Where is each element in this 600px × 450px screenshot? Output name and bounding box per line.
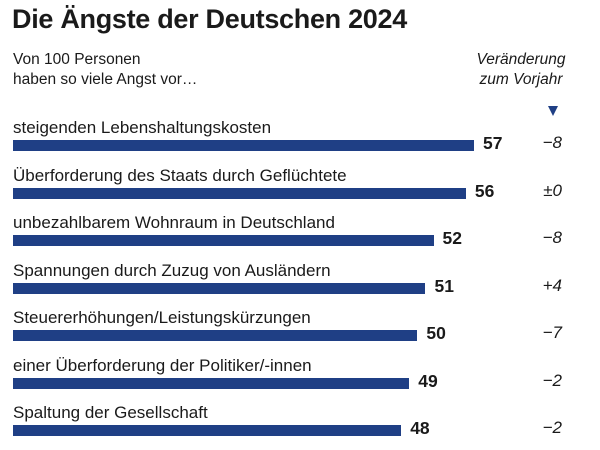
bar — [13, 377, 410, 389]
category-label: Überforderung des Staats durch Geflüchte… — [13, 165, 347, 185]
category-label: unbezahlbarem Wohnraum in Deutschland — [13, 213, 335, 232]
value-label: 49 — [418, 370, 438, 391]
change-label: −2 — [542, 370, 562, 390]
chart-title: Die Ängste der Deutschen 2024 — [12, 4, 407, 34]
change-label: ±0 — [543, 180, 562, 200]
chart-row: Überforderung des Staats durch Geflüchte… — [0, 166, 600, 213]
bar — [13, 187, 466, 199]
chart-row: unbezahlbarem Wohnraum in Deutschland 52 −… — [0, 213, 600, 260]
chart-row: Steuererhöhungen/Leistungskürzungen 50 −7 — [0, 308, 600, 355]
category-label: Steuererhöhungen/Leistungskürzungen — [13, 308, 311, 327]
chart-row: steigenden Lebenshaltungskosten 57 −8 — [0, 118, 600, 165]
value-label: 50 — [426, 323, 446, 343]
value-label: 57 — [483, 133, 503, 153]
change-label: −8 — [542, 133, 562, 152]
bar — [13, 282, 426, 294]
chart-row: Spannungen durch Zuzug von Ausländern 51 +… — [0, 261, 600, 308]
value-label: 48 — [410, 418, 430, 438]
subtitle-line-1: Von 100 Personen — [13, 51, 141, 68]
down-arrow-icon — [548, 106, 558, 116]
change-header-line-1: Veränderung — [476, 51, 566, 68]
subtitle-line-2: haben so viele Angst vor… — [13, 71, 198, 88]
value-label: 56 — [474, 180, 495, 201]
change-label: −2 — [542, 418, 562, 437]
chart-subtitle: Von 100 Personen haben so viele Angst vo… — [13, 50, 313, 90]
chart-row: Spaltung der Gesellschaft 48 −2 — [0, 403, 600, 450]
bar — [13, 235, 434, 246]
chart-row: einer Überforderung der Politiker/-innen… — [0, 356, 600, 403]
bar — [13, 425, 402, 436]
bar — [13, 330, 418, 341]
change-label: −8 — [542, 228, 562, 247]
value-label: 52 — [442, 228, 463, 248]
category-label: einer Überforderung der Politiker/-innen — [13, 355, 312, 375]
change-header-line-2: zum Vorjahr — [479, 71, 563, 88]
change-label: −7 — [542, 323, 562, 342]
category-label: Spaltung der Gesellschaft — [13, 403, 208, 422]
category-label: Spannungen durch Zuzug von Ausländern — [13, 260, 331, 280]
change-header: Veränderung zum Vorjahr — [456, 50, 586, 90]
change-label: +4 — [542, 275, 562, 295]
category-label: steigenden Lebenshaltungskosten — [13, 118, 272, 137]
value-label: 51 — [434, 275, 454, 296]
bar — [13, 140, 474, 151]
